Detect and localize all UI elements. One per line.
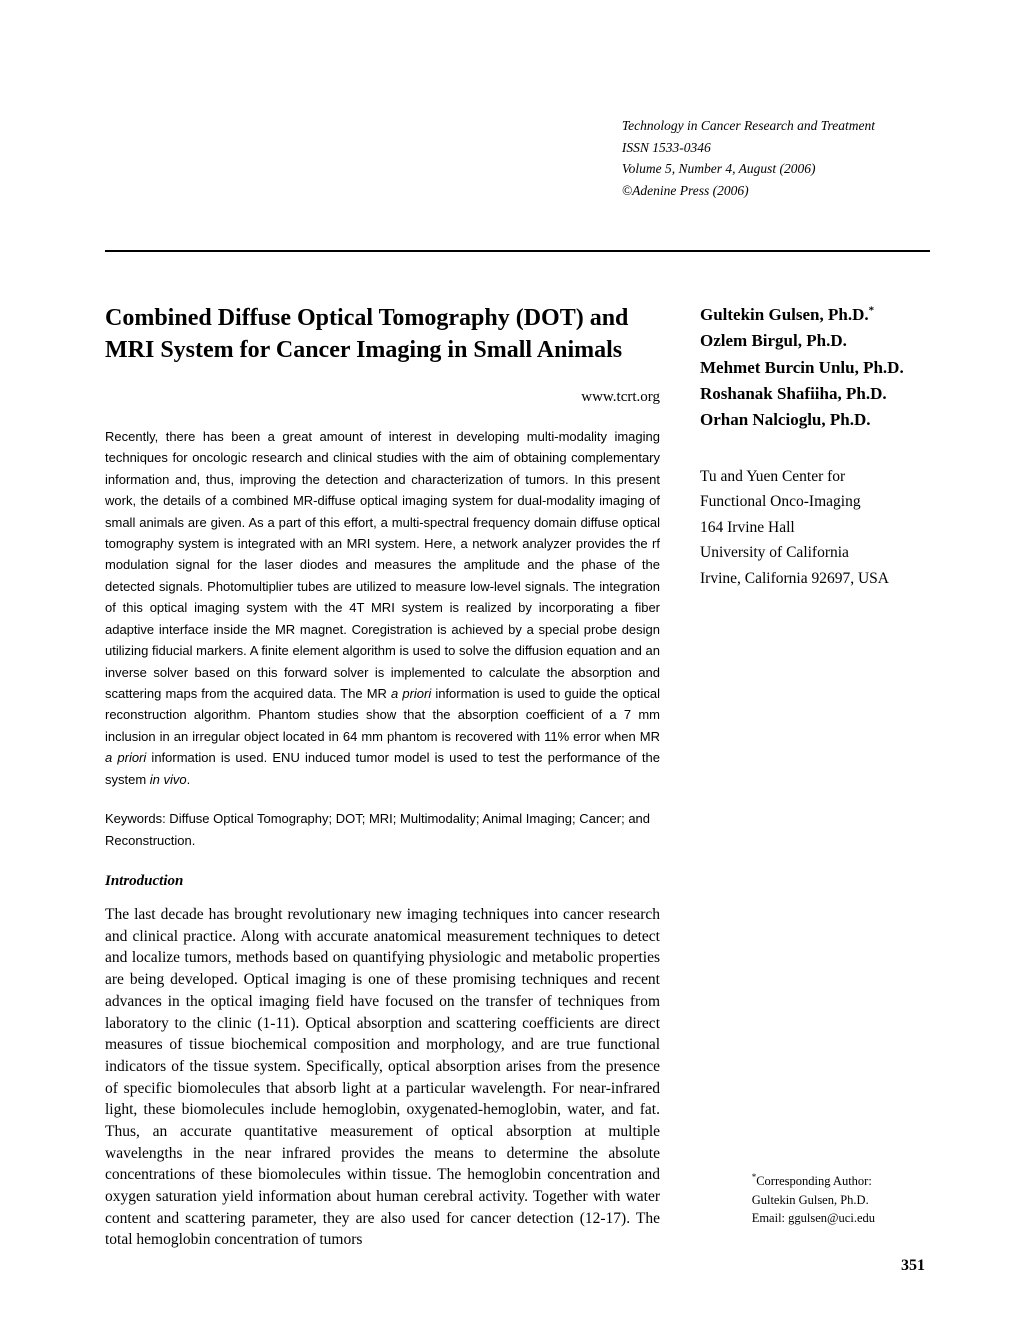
content-wrapper: Combined Diffuse Optical Tomography (DOT… [105,302,930,1251]
journal-issue: Volume 5, Number 4, August (2006) [622,158,875,180]
page-number: 351 [901,1257,925,1275]
header-divider [105,250,930,252]
corresponding-label-line: *Corresponding Author: [752,1171,875,1191]
affiliation-line3: 164 Irvine Hall [700,515,930,541]
affiliation-block: Tu and Yuen Center for Functional Onco-I… [700,464,930,592]
author-2: Ozlem Birgul, Ph.D. [700,328,930,354]
corresponding-label: Corresponding Author: [756,1174,872,1188]
affiliation-line5: Irvine, California 92697, USA [700,566,930,592]
author-4: Roshanak Shafiiha, Ph.D. [700,381,930,407]
author-1: Gultekin Gulsen, Ph.D.* [700,302,930,328]
corresponding-name: Gultekin Gulsen, Ph.D. [752,1191,875,1210]
affiliation-line1: Tu and Yuen Center for [700,464,930,490]
author-3: Mehmet Burcin Unlu, Ph.D. [700,355,930,381]
introduction-heading: Introduction [105,873,660,890]
corresponding-mark: * [869,304,875,316]
abstract-text: Recently, there has been a great amount … [105,426,660,790]
author-list: Gultekin Gulsen, Ph.D.* Ozlem Birgul, Ph… [700,302,930,434]
corresponding-author-block: *Corresponding Author: Gultekin Gulsen, … [752,1171,875,1228]
journal-header: Technology in Cancer Research and Treatm… [622,115,875,201]
journal-copyright: ©Adenine Press (2006) [622,180,875,202]
journal-issn: ISSN 1533-0346 [622,137,875,159]
article-title: Combined Diffuse Optical Tomography (DOT… [105,302,660,367]
abstract-part1: Recently, there has been a great amount … [105,429,660,701]
abstract-italic2: a priori [105,750,146,765]
affiliation-line2: Functional Onco-Imaging [700,489,930,515]
website-url: www.tcrt.org [105,389,660,406]
side-column: Gultekin Gulsen, Ph.D.* Ozlem Birgul, Ph… [700,302,930,1251]
abstract-part4: . [187,772,191,787]
affiliation-line4: University of California [700,540,930,566]
keywords-text: Keywords: Diffuse Optical Tomography; DO… [105,808,660,851]
journal-name: Technology in Cancer Research and Treatm… [622,115,875,137]
introduction-body: The last decade has brought revolutionar… [105,904,660,1251]
main-column: Combined Diffuse Optical Tomography (DOT… [105,302,660,1251]
author-5: Orhan Nalcioglu, Ph.D. [700,407,930,433]
abstract-italic1: a priori [391,686,431,701]
corresponding-email: Email: ggulsen@uci.edu [752,1209,875,1228]
abstract-italic3: in vivo [150,772,187,787]
